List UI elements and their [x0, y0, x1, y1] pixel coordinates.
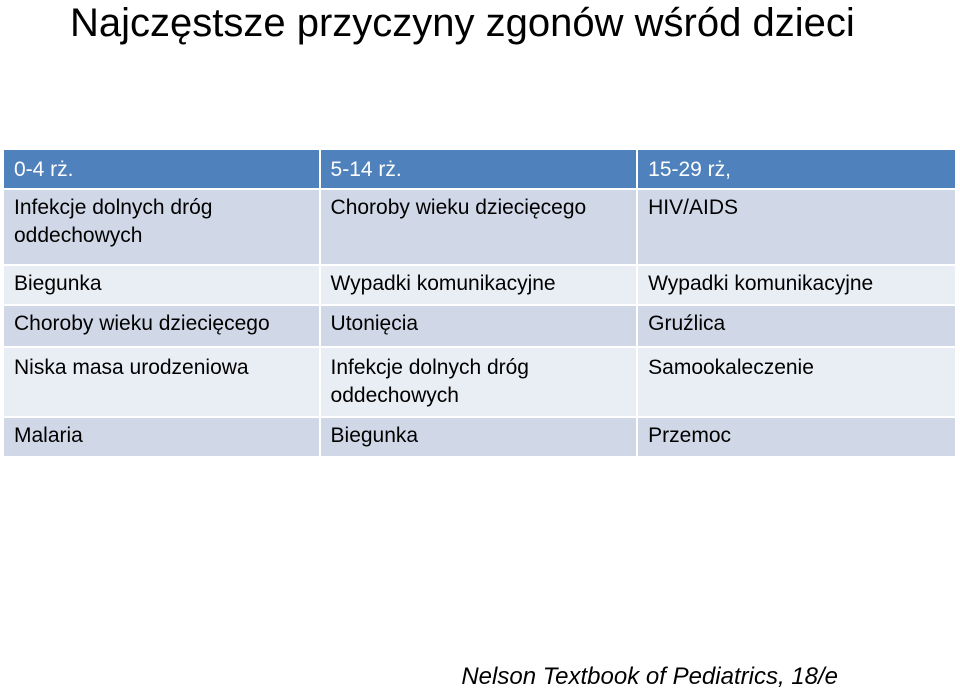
table-cell: Infekcje dolnych dróg oddechowych — [4, 190, 321, 266]
table-cell: Wypadki komunikacyjne — [638, 266, 955, 306]
source-citation: Nelson Textbook of Pediatrics, 18/e — [461, 663, 838, 690]
table-cell: HIV/AIDS — [638, 190, 955, 266]
table-row: Choroby wieku dziecięcego Utonięcia Gruź… — [4, 306, 955, 348]
table-row: Infekcje dolnych dróg oddechowych Chorob… — [4, 190, 955, 266]
column-header-age-0-4: 0-4 rż. — [4, 150, 321, 190]
table-row: Niska masa urodzeniowa Infekcje dolnych … — [4, 348, 955, 418]
page-title: Najczęstsze przyczyny zgonów wśród dziec… — [70, 1, 855, 45]
table-cell: Przemoc — [638, 418, 955, 458]
table-cell: Infekcje dolnych dróg oddechowych — [320, 348, 639, 418]
table-cell: Choroby wieku dziecięcego — [320, 190, 639, 266]
table-cell: Biegunka — [4, 266, 321, 306]
table-cell: Biegunka — [320, 418, 639, 458]
table-cell: Gruźlica — [638, 306, 955, 348]
table-cell: Samookaleczenie — [638, 348, 955, 418]
table-cell: Wypadki komunikacyjne — [320, 266, 639, 306]
column-header-age-15-29: 15-29 rż, — [638, 150, 955, 190]
table-row: Malaria Biegunka Przemoc — [4, 418, 955, 458]
table-header-row: 0-4 rż. 5-14 rż. 15-29 rż, — [4, 150, 955, 190]
column-header-age-5-14: 5-14 rż. — [320, 150, 639, 190]
table-cell: Niska masa urodzeniowa — [4, 348, 321, 418]
table-row: Biegunka Wypadki komunikacyjne Wypadki k… — [4, 266, 955, 306]
table-cell: Utonięcia — [320, 306, 639, 348]
causes-of-death-table: 0-4 rż. 5-14 rż. 15-29 rż, Infekcje doln… — [4, 150, 955, 458]
table-cell: Choroby wieku dziecięcego — [4, 306, 321, 348]
table-cell: Malaria — [4, 418, 321, 458]
